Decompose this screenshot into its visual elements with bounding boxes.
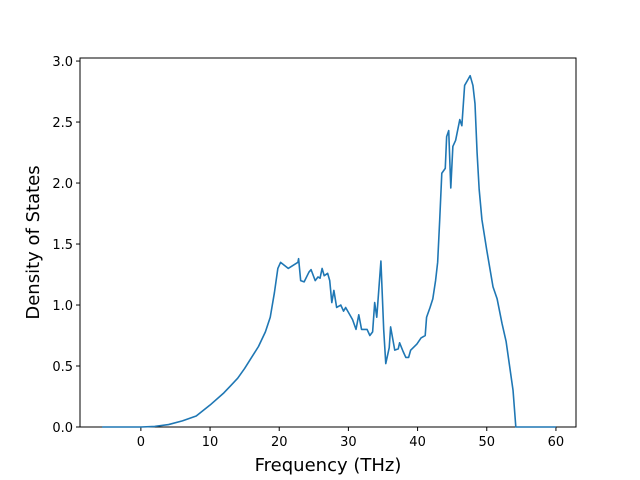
- plot-frame: [79, 57, 577, 428]
- x-tick-label: 0: [137, 435, 145, 450]
- y-tick-label: 3.0: [52, 55, 73, 70]
- x-axis-label: Frequency (THz): [255, 455, 402, 476]
- x-tick-label: 20: [271, 435, 288, 450]
- x-tick-label: 50: [478, 435, 495, 450]
- x-tick-label: 10: [202, 435, 219, 450]
- y-tick-label: 2.5: [52, 116, 73, 131]
- data-line: [102, 74, 556, 428]
- y-tick-label: 1.5: [52, 238, 73, 253]
- y-tick-label: 0.5: [52, 360, 73, 375]
- y-tick-label: 1.0: [52, 299, 73, 314]
- y-tick-label: 0.0: [52, 421, 73, 436]
- y-axis-label: Density of States: [23, 165, 44, 319]
- x-tick-label: 30: [340, 435, 357, 450]
- x-tick-label: 40: [409, 435, 426, 450]
- y-tick-label: 2.0: [52, 177, 73, 192]
- x-tick-label: 60: [548, 435, 565, 450]
